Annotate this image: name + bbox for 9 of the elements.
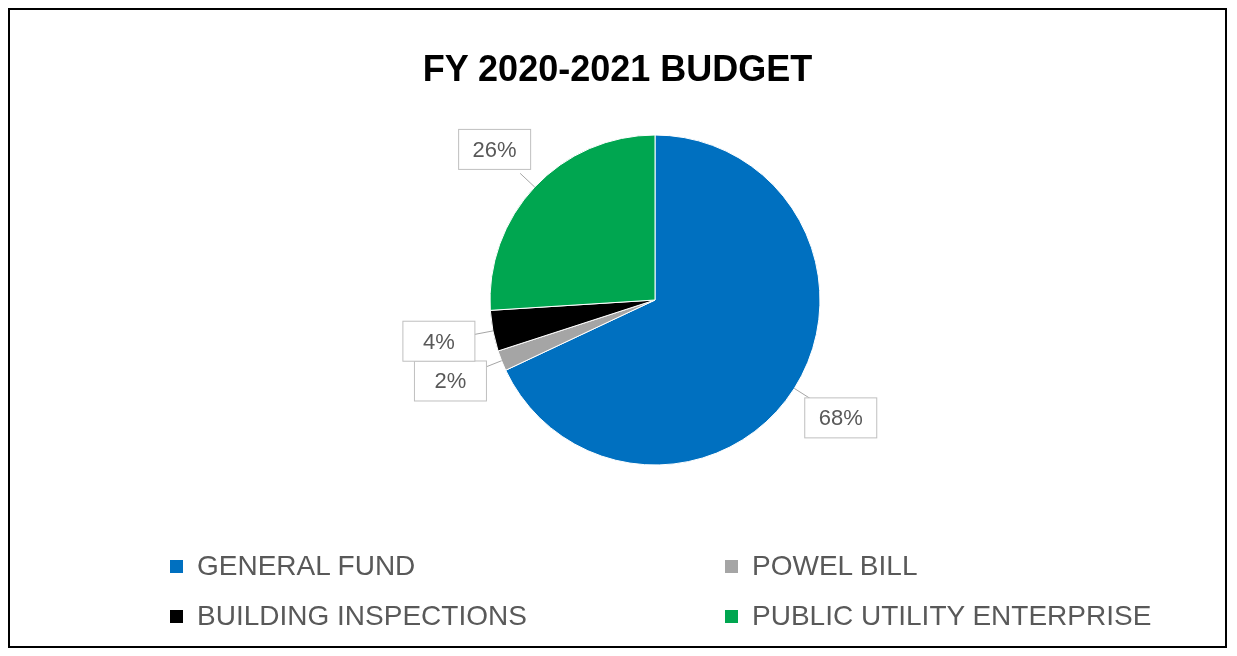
legend-label: POWEL BILL	[752, 550, 918, 582]
data-label: 26%	[472, 136, 517, 162]
data-label: 2%	[434, 368, 467, 394]
data-label: 4%	[423, 328, 455, 354]
data-label: 68%	[818, 405, 863, 431]
chart-title: FY 2020-2021 BUDGET	[421, 48, 814, 90]
legend-label: BUILDING INSPECTIONS	[197, 600, 527, 632]
legend-label: GENERAL FUND	[197, 550, 416, 582]
legend-label: PUBLIC UTILITY ENTERPRISE	[752, 600, 1152, 632]
